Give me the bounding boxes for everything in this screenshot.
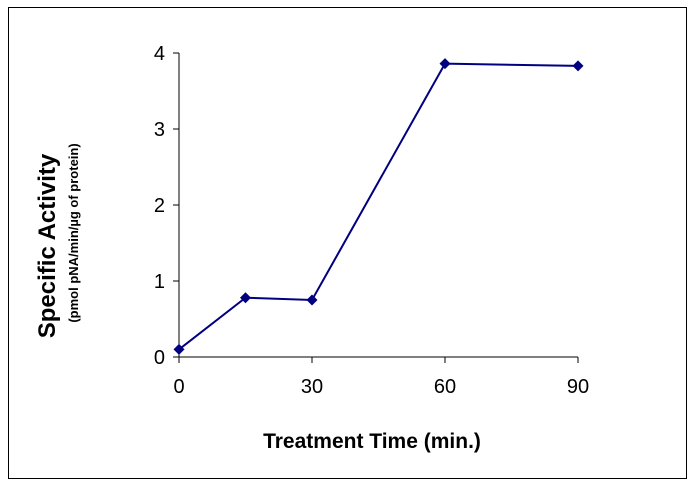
- series-line: [178, 62, 579, 351]
- y-axis-label: Specific Activity: [34, 153, 61, 338]
- data-point-marker: [439, 58, 451, 70]
- y-tick-label: 4: [154, 43, 165, 65]
- data-point-marker: [572, 60, 584, 72]
- data-point-marker: [306, 294, 318, 306]
- axes: [178, 53, 578, 358]
- x-axis-label: Treatment Time (min.): [263, 430, 481, 453]
- series: [173, 58, 584, 355]
- y-axis-sublabel: (pmol pNA/min/µg of protein): [66, 143, 81, 322]
- data-point-marker: [240, 292, 251, 304]
- data-point-marker: [173, 343, 185, 355]
- x-axis-ticks: 0 30 60 90: [173, 357, 589, 398]
- x-tick-label: 30: [301, 376, 323, 398]
- y-tick-label: 1: [154, 271, 165, 293]
- x-tick-label: 60: [434, 376, 456, 398]
- chart-area: [8, 7, 687, 479]
- y-axis-ticks: 0 1 2 3 4: [154, 43, 179, 369]
- x-tick-label: 0: [173, 376, 184, 398]
- y-tick-label: 2: [154, 195, 165, 217]
- x-tick-label: 90: [567, 376, 589, 398]
- y-tick-label: 0: [154, 347, 165, 369]
- y-tick-label: 3: [154, 119, 165, 141]
